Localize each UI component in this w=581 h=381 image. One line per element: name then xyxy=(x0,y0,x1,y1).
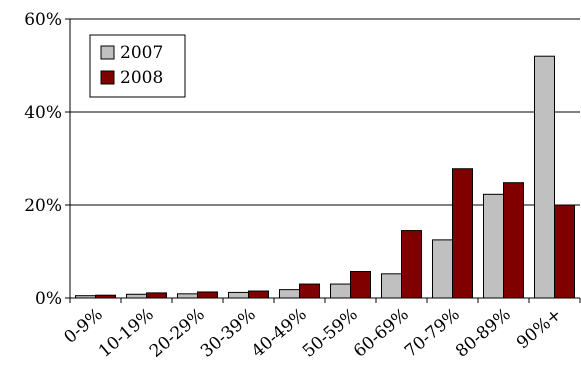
legend-swatch-2008 xyxy=(100,70,115,85)
bar-2008-10-19% xyxy=(146,292,167,299)
bars xyxy=(75,55,575,299)
bar-2007-90%+ xyxy=(534,55,555,299)
bar-2007-60-69% xyxy=(381,273,402,299)
bar-2008-40-49% xyxy=(299,283,320,299)
y-tick-label: 40% xyxy=(24,103,62,123)
legend-swatch-2007 xyxy=(100,45,115,60)
legend: 2007 2008 xyxy=(89,34,186,98)
bar-2008-90%+ xyxy=(554,204,575,299)
legend-label-2008: 2008 xyxy=(120,68,163,88)
bar-2007-30-39% xyxy=(228,291,249,299)
y-axis-ticks: 0% 20% 40% 60% xyxy=(24,10,70,309)
bar-2007-50-59% xyxy=(330,283,351,299)
bar-2008-70-79% xyxy=(452,168,473,299)
bar-2008-30-39% xyxy=(248,290,269,299)
legend-box xyxy=(89,34,186,98)
legend-label-2007: 2007 xyxy=(120,43,163,63)
y-tick-label: 60% xyxy=(24,10,62,30)
y-tick-label: 20% xyxy=(24,196,62,216)
bar-2008-50-59% xyxy=(350,270,371,299)
bar-2007-10-19% xyxy=(126,293,147,299)
bar-2008-20-29% xyxy=(197,291,218,299)
bar-2007-80-89% xyxy=(483,193,504,299)
bar-2007-20-29% xyxy=(177,293,198,299)
bar-2008-60-69% xyxy=(401,230,422,299)
y-tick-label: 0% xyxy=(35,289,62,309)
bar-2008-80-89% xyxy=(503,182,524,299)
bar-2007-70-79% xyxy=(432,239,453,299)
bar-2007-40-49% xyxy=(279,289,300,299)
